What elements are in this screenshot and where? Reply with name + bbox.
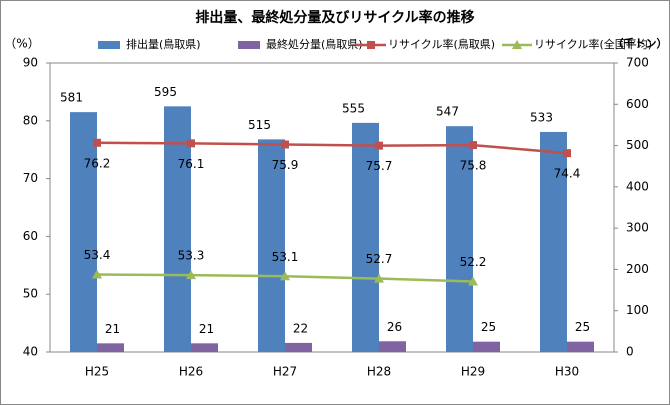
legend-swatch bbox=[238, 41, 260, 49]
bar-value-label: 547 bbox=[436, 105, 459, 119]
bar-value-label: 25 bbox=[481, 320, 496, 334]
x-tick-label: H28 bbox=[367, 365, 391, 379]
bar-value-label: 25 bbox=[575, 320, 590, 334]
bar bbox=[258, 139, 285, 352]
bar-value-label: 533 bbox=[530, 110, 553, 124]
y2-tick-label: 400 bbox=[626, 179, 649, 193]
bar-value-label: 26 bbox=[387, 320, 402, 334]
y2-tick-label: 700 bbox=[626, 56, 649, 70]
y2-axis-label: （千トン） bbox=[613, 36, 668, 50]
y2-tick-label: 100 bbox=[626, 303, 649, 317]
line-value-label: 76.1 bbox=[178, 157, 205, 171]
y-tick-label: 40 bbox=[23, 345, 38, 359]
bar bbox=[540, 131, 567, 352]
y-axis-label: （%） bbox=[4, 37, 39, 51]
y-tick-label: 70 bbox=[23, 171, 38, 185]
y-tick-label: 60 bbox=[23, 229, 38, 243]
line-marker bbox=[92, 269, 102, 279]
legend-marker bbox=[512, 40, 522, 49]
bar bbox=[164, 106, 191, 352]
bar bbox=[285, 342, 312, 352]
line-marker bbox=[281, 140, 289, 149]
x-tick-label: H25 bbox=[85, 365, 109, 379]
chart-title: 排出量、最終処分量及びリサイクル率の推移 bbox=[195, 9, 474, 26]
line-value-label: 75.9 bbox=[272, 158, 299, 172]
line-value-label: 75.7 bbox=[366, 159, 393, 173]
y2-tick-label: 0 bbox=[626, 345, 634, 359]
bar bbox=[473, 341, 500, 352]
bar-value-label: 21 bbox=[199, 322, 214, 336]
bar-value-label: 555 bbox=[342, 101, 365, 115]
x-tick-label: H26 bbox=[179, 365, 203, 379]
x-tick-label: H29 bbox=[461, 365, 485, 379]
plot-area bbox=[49, 62, 615, 353]
line-marker bbox=[469, 141, 477, 150]
y2-tick-label: 600 bbox=[626, 97, 649, 111]
x-tick-label: H27 bbox=[273, 365, 297, 379]
legend-label: リサイクル率(鳥取県) bbox=[388, 37, 495, 51]
line-marker bbox=[375, 141, 383, 150]
bar bbox=[379, 341, 406, 352]
y-tick-label: 80 bbox=[23, 113, 38, 127]
line-value-label: 53.1 bbox=[272, 250, 299, 264]
bar bbox=[446, 126, 473, 352]
bar bbox=[97, 343, 124, 352]
y-tick-label: 50 bbox=[23, 287, 38, 301]
legend-label: 排出量(鳥取県) bbox=[126, 37, 201, 51]
line-marker bbox=[187, 139, 195, 148]
legend-label: リサイクル率(全国平均) bbox=[534, 37, 652, 51]
bar bbox=[352, 122, 379, 352]
line-value-label: 74.4 bbox=[554, 167, 581, 181]
line-marker bbox=[374, 273, 384, 283]
line-value-label: 75.8 bbox=[460, 159, 487, 173]
line bbox=[96, 141, 568, 155]
legend-label: 最終処分量(鳥取県) bbox=[266, 37, 363, 51]
line-value-label: 53.4 bbox=[84, 248, 111, 262]
y2-tick-label: 200 bbox=[626, 262, 649, 276]
bar-value-label: 515 bbox=[248, 118, 271, 132]
bar bbox=[191, 343, 218, 352]
line-marker bbox=[563, 149, 571, 158]
bar-value-label: 595 bbox=[154, 85, 177, 99]
line-value-label: 52.2 bbox=[460, 255, 487, 269]
y2-tick-label: 300 bbox=[626, 221, 649, 235]
line-value-label: 76.2 bbox=[84, 156, 111, 170]
legend-marker bbox=[367, 41, 375, 49]
y-tick-label: 90 bbox=[23, 56, 38, 70]
line-marker bbox=[93, 138, 101, 147]
x-tick-label: H30 bbox=[555, 365, 579, 379]
bar-value-label: 21 bbox=[105, 322, 120, 336]
line-marker bbox=[280, 271, 290, 281]
line-value-label: 53.3 bbox=[178, 249, 205, 263]
bar-value-label: 581 bbox=[60, 91, 83, 105]
line-marker bbox=[186, 270, 196, 280]
y2-tick-label: 500 bbox=[626, 138, 649, 152]
line-value-label: 52.7 bbox=[366, 252, 393, 266]
bar bbox=[567, 341, 594, 352]
legend-swatch bbox=[98, 41, 120, 49]
line-marker bbox=[468, 276, 478, 286]
bar-value-label: 22 bbox=[293, 321, 308, 335]
bar bbox=[70, 112, 97, 352]
